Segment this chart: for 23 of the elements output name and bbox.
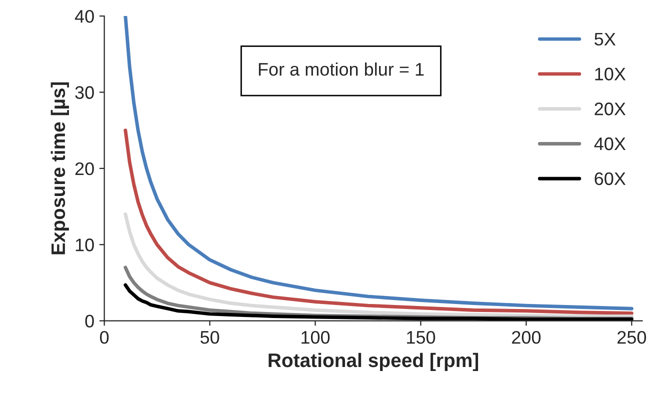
y-tick-label: 40: [74, 10, 94, 23]
legend-label: 5X: [594, 32, 616, 46]
x-tick-label: 250: [618, 331, 646, 344]
x-tick-label: 50: [200, 331, 220, 344]
annotation: For a motion blur = 1: [258, 62, 424, 76]
y-tick-label: 0: [85, 314, 94, 328]
y-tick-label: 20: [75, 162, 94, 176]
y-tick-label: 30: [75, 86, 94, 99]
legend-label: 60X: [594, 172, 626, 186]
x-axis-title: Rotational speed [rpm]: [268, 352, 478, 372]
legend-label: 40X: [594, 137, 626, 150]
line-series: [124, 212, 634, 318]
y-axis-title: Exposure time [µs]: [50, 82, 69, 254]
y-tick-label: 10: [76, 238, 94, 252]
x-tick-label: 0: [100, 331, 109, 344]
line-series: [124, 283, 634, 321]
legend-label: 10X: [595, 68, 626, 80]
x-tick-label: 100: [302, 331, 330, 344]
legend-label: 20X: [594, 102, 626, 116]
line-series: [124, 128, 634, 315]
x-tick-label: 200: [512, 331, 541, 344]
x-tick-label: 150: [407, 331, 436, 344]
line-series: [124, 16, 634, 310]
